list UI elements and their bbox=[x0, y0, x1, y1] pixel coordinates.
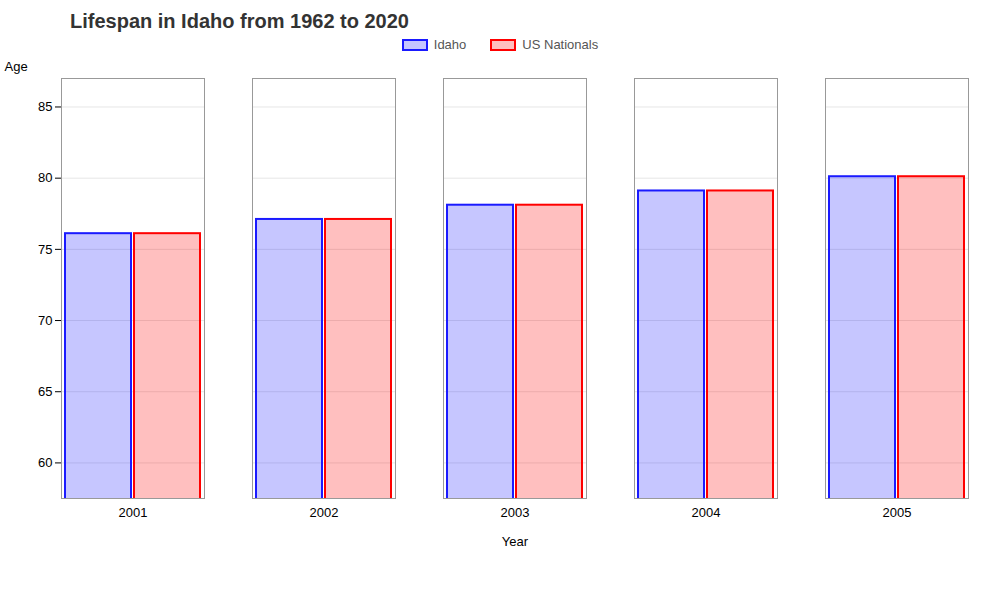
svg-text:80: 80 bbox=[38, 170, 52, 185]
svg-text:2004: 2004 bbox=[692, 505, 721, 520]
svg-text:2005: 2005 bbox=[883, 505, 912, 520]
svg-text:75: 75 bbox=[38, 242, 52, 257]
svg-text:60: 60 bbox=[38, 455, 52, 470]
svg-text:2003: 2003 bbox=[501, 505, 530, 520]
svg-text:70: 70 bbox=[38, 313, 52, 328]
svg-text:Age: Age bbox=[5, 59, 28, 74]
svg-text:65: 65 bbox=[38, 384, 52, 399]
html-text:Lifespan in Idaho from 1962 to: Lifespan in Idaho from 1962 to 2020 bbox=[70, 10, 409, 32]
svg-text:Year: Year bbox=[502, 534, 529, 549]
svg-text:85: 85 bbox=[38, 99, 52, 114]
html-text:US Nationals: US Nationals bbox=[522, 37, 599, 52]
svg-text:2002: 2002 bbox=[310, 505, 339, 520]
svg-text:2001: 2001 bbox=[119, 505, 148, 520]
html-text:Idaho: Idaho bbox=[433, 37, 467, 52]
